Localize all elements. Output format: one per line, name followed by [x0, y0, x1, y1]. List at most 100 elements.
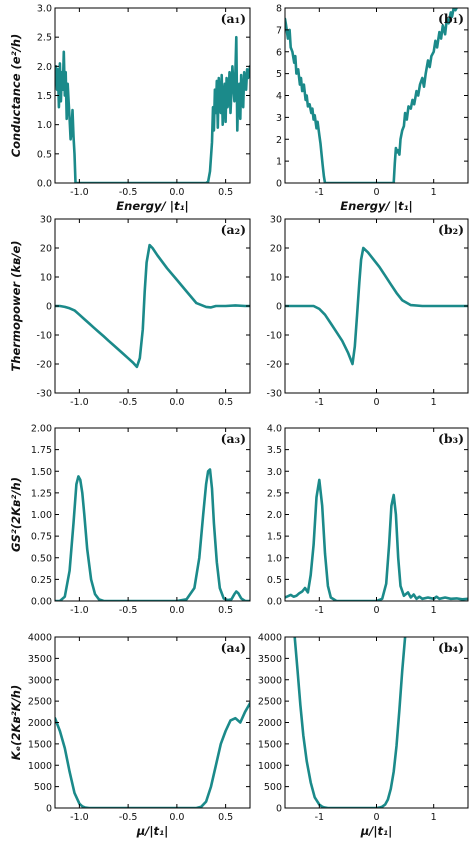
y-tick-label-a3-3: 0.75: [31, 532, 52, 543]
y-tick-label-a1-0: 0.0: [37, 179, 52, 190]
x-tick-label-a3-2: 0.0: [169, 605, 184, 616]
panel-tag-b4: (b₄): [438, 640, 464, 655]
y-tick-label-a1-4: 2.0: [37, 62, 52, 73]
y-axis-label-a2: Thermopower (kʙ/e): [9, 240, 23, 371]
series-line-b2: [285, 246, 468, 366]
x-tick-label-a3-3: 0.5: [218, 605, 233, 616]
y-tick-label-a2-5: 20: [40, 244, 52, 255]
axes-frame-b4: [284, 636, 469, 809]
x-tick-label-b3-0: -1: [315, 605, 324, 616]
y-tick-label-a3-7: 1.75: [31, 445, 52, 456]
x-tick-label-a2-2: 0.0: [169, 397, 184, 408]
y-tick-label-a4-1: 500: [34, 782, 52, 793]
y-tick-label-a2-1: -20: [36, 360, 52, 371]
x-tick-label-b1-0: -1: [315, 187, 324, 198]
y-tick-label-a2-2: -10: [36, 331, 52, 342]
x-tick-label-a1-0: -1.0: [70, 187, 89, 198]
y-tick-label-a2-4: 10: [40, 273, 52, 284]
x-axis-label-b1: Energy/ |t₁|: [340, 199, 412, 213]
y-tick-label-b2-4: 10: [270, 273, 282, 284]
y-tick-label-a4-0: 0: [46, 804, 52, 815]
y-tick-label-b2-3: 0: [276, 302, 282, 313]
series-line-b3: [285, 478, 468, 601]
y-tick-label-b4-3: 1500: [258, 739, 282, 750]
y-tick-label-b3-1: 0.5: [267, 575, 282, 586]
y-tick-label-b1-0: 0: [276, 179, 282, 190]
y-tick-label-a4-3: 1500: [28, 739, 52, 750]
y-tick-label-a4-8: 4000: [28, 633, 52, 644]
series-line-a1: [55, 35, 250, 183]
y-tick-label-b2-0: -30: [266, 389, 282, 400]
y-tick-label-b3-6: 3.0: [267, 467, 282, 478]
y-tick-label-a1-2: 1.0: [37, 120, 52, 131]
y-tick-label-b4-4: 2000: [258, 718, 282, 729]
x-tick-label-a4-2: 0.0: [169, 812, 184, 823]
y-tick-label-b2-1: -20: [266, 360, 282, 371]
x-axis-label-b4: μ/|t₁|: [360, 824, 393, 838]
y-axis-label-a4: Kₑ(2Kʙ²K/h): [9, 685, 23, 760]
x-tick-label-b2-0: -1: [315, 397, 324, 408]
panel-tag-a1: (a₁): [221, 11, 246, 26]
y-axis-label-a1: Conductance (e²/h): [9, 34, 23, 158]
y-tick-label-b3-3: 1.5: [267, 532, 282, 543]
y-tick-label-b2-5: 20: [270, 244, 282, 255]
x-axis-label-a4: μ/|t₁|: [136, 824, 169, 838]
x-tick-label-b1-2: 1: [431, 187, 437, 198]
y-tick-label-a4-5: 2500: [28, 697, 52, 708]
x-tick-label-a4-3: 0.5: [218, 812, 233, 823]
y-tick-label-b1-4: 4: [276, 91, 282, 102]
y-tick-label-b2-6: 30: [270, 215, 282, 226]
y-tick-label-a2-6: 30: [40, 215, 52, 226]
series-line-a4: [55, 701, 250, 808]
x-tick-label-a4-1: -0.5: [119, 812, 138, 823]
x-tick-label-b4-2: 1: [431, 812, 437, 823]
y-tick-label-a3-8: 2.00: [31, 424, 52, 435]
x-tick-label-a1-1: -0.5: [119, 187, 138, 198]
y-tick-label-a2-0: -30: [36, 389, 52, 400]
y-tick-label-b3-4: 2.0: [267, 510, 282, 521]
x-tick-label-b2-2: 1: [431, 397, 437, 408]
y-tick-label-a4-4: 2000: [28, 718, 52, 729]
y-tick-label-b1-2: 2: [276, 135, 282, 146]
y-tick-label-b1-1: 1: [276, 157, 282, 168]
y-tick-label-b1-6: 6: [276, 47, 282, 58]
panel-tag-a3: (a₃): [221, 431, 246, 446]
x-tick-label-a2-1: -0.5: [119, 397, 138, 408]
y-tick-label-a1-1: 0.5: [37, 149, 52, 160]
x-tick-label-b4-0: -1: [315, 812, 324, 823]
y-tick-label-b2-2: -10: [266, 331, 282, 342]
y-tick-label-b3-5: 2.5: [267, 488, 282, 499]
y-tick-label-a1-3: 1.5: [37, 91, 52, 102]
x-tick-label-b2-1: 0: [373, 397, 379, 408]
x-tick-label-a2-0: -1.0: [70, 397, 89, 408]
series-line-b1: [285, 8, 458, 183]
panel-tag-a4: (a₄): [221, 640, 246, 655]
axes-frame-b3: [284, 427, 469, 602]
y-tick-label-a4-2: 1000: [28, 761, 52, 772]
y-tick-label-a1-6: 3.0: [37, 4, 52, 15]
x-tick-label-b4-1: 0: [373, 812, 379, 823]
y-tick-label-b4-7: 3500: [258, 654, 282, 665]
x-tick-label-a1-2: 0.0: [169, 187, 184, 198]
y-tick-label-a1-5: 2.5: [37, 33, 52, 44]
y-tick-label-a3-4: 1.00: [31, 510, 52, 521]
series-line-a3: [55, 468, 250, 601]
y-tick-label-a2-3: 0: [46, 302, 52, 313]
panel-tag-b1: (b₁): [438, 11, 464, 26]
x-tick-label-b1-1: 0: [373, 187, 379, 198]
x-tick-label-b3-1: 0: [373, 605, 379, 616]
series-line-b4: [293, 637, 407, 808]
y-tick-label-a4-7: 3500: [28, 654, 52, 665]
series-line-a2: [55, 243, 250, 369]
panel-tag-b3: (b₃): [438, 431, 464, 446]
x-tick-label-a1-3: 0.5: [218, 187, 233, 198]
y-tick-label-b4-5: 2500: [258, 697, 282, 708]
y-tick-label-a3-5: 1.25: [31, 488, 52, 499]
y-tick-label-b3-8: 4.0: [267, 424, 282, 435]
y-tick-label-a3-1: 0.25: [31, 575, 52, 586]
y-tick-label-b1-5: 5: [276, 69, 282, 80]
y-axis-label-a3: GS²(2Kʙ²/h): [9, 477, 23, 552]
y-tick-label-b3-2: 1.0: [267, 553, 282, 564]
y-tick-label-b3-0: 0.0: [267, 597, 282, 608]
